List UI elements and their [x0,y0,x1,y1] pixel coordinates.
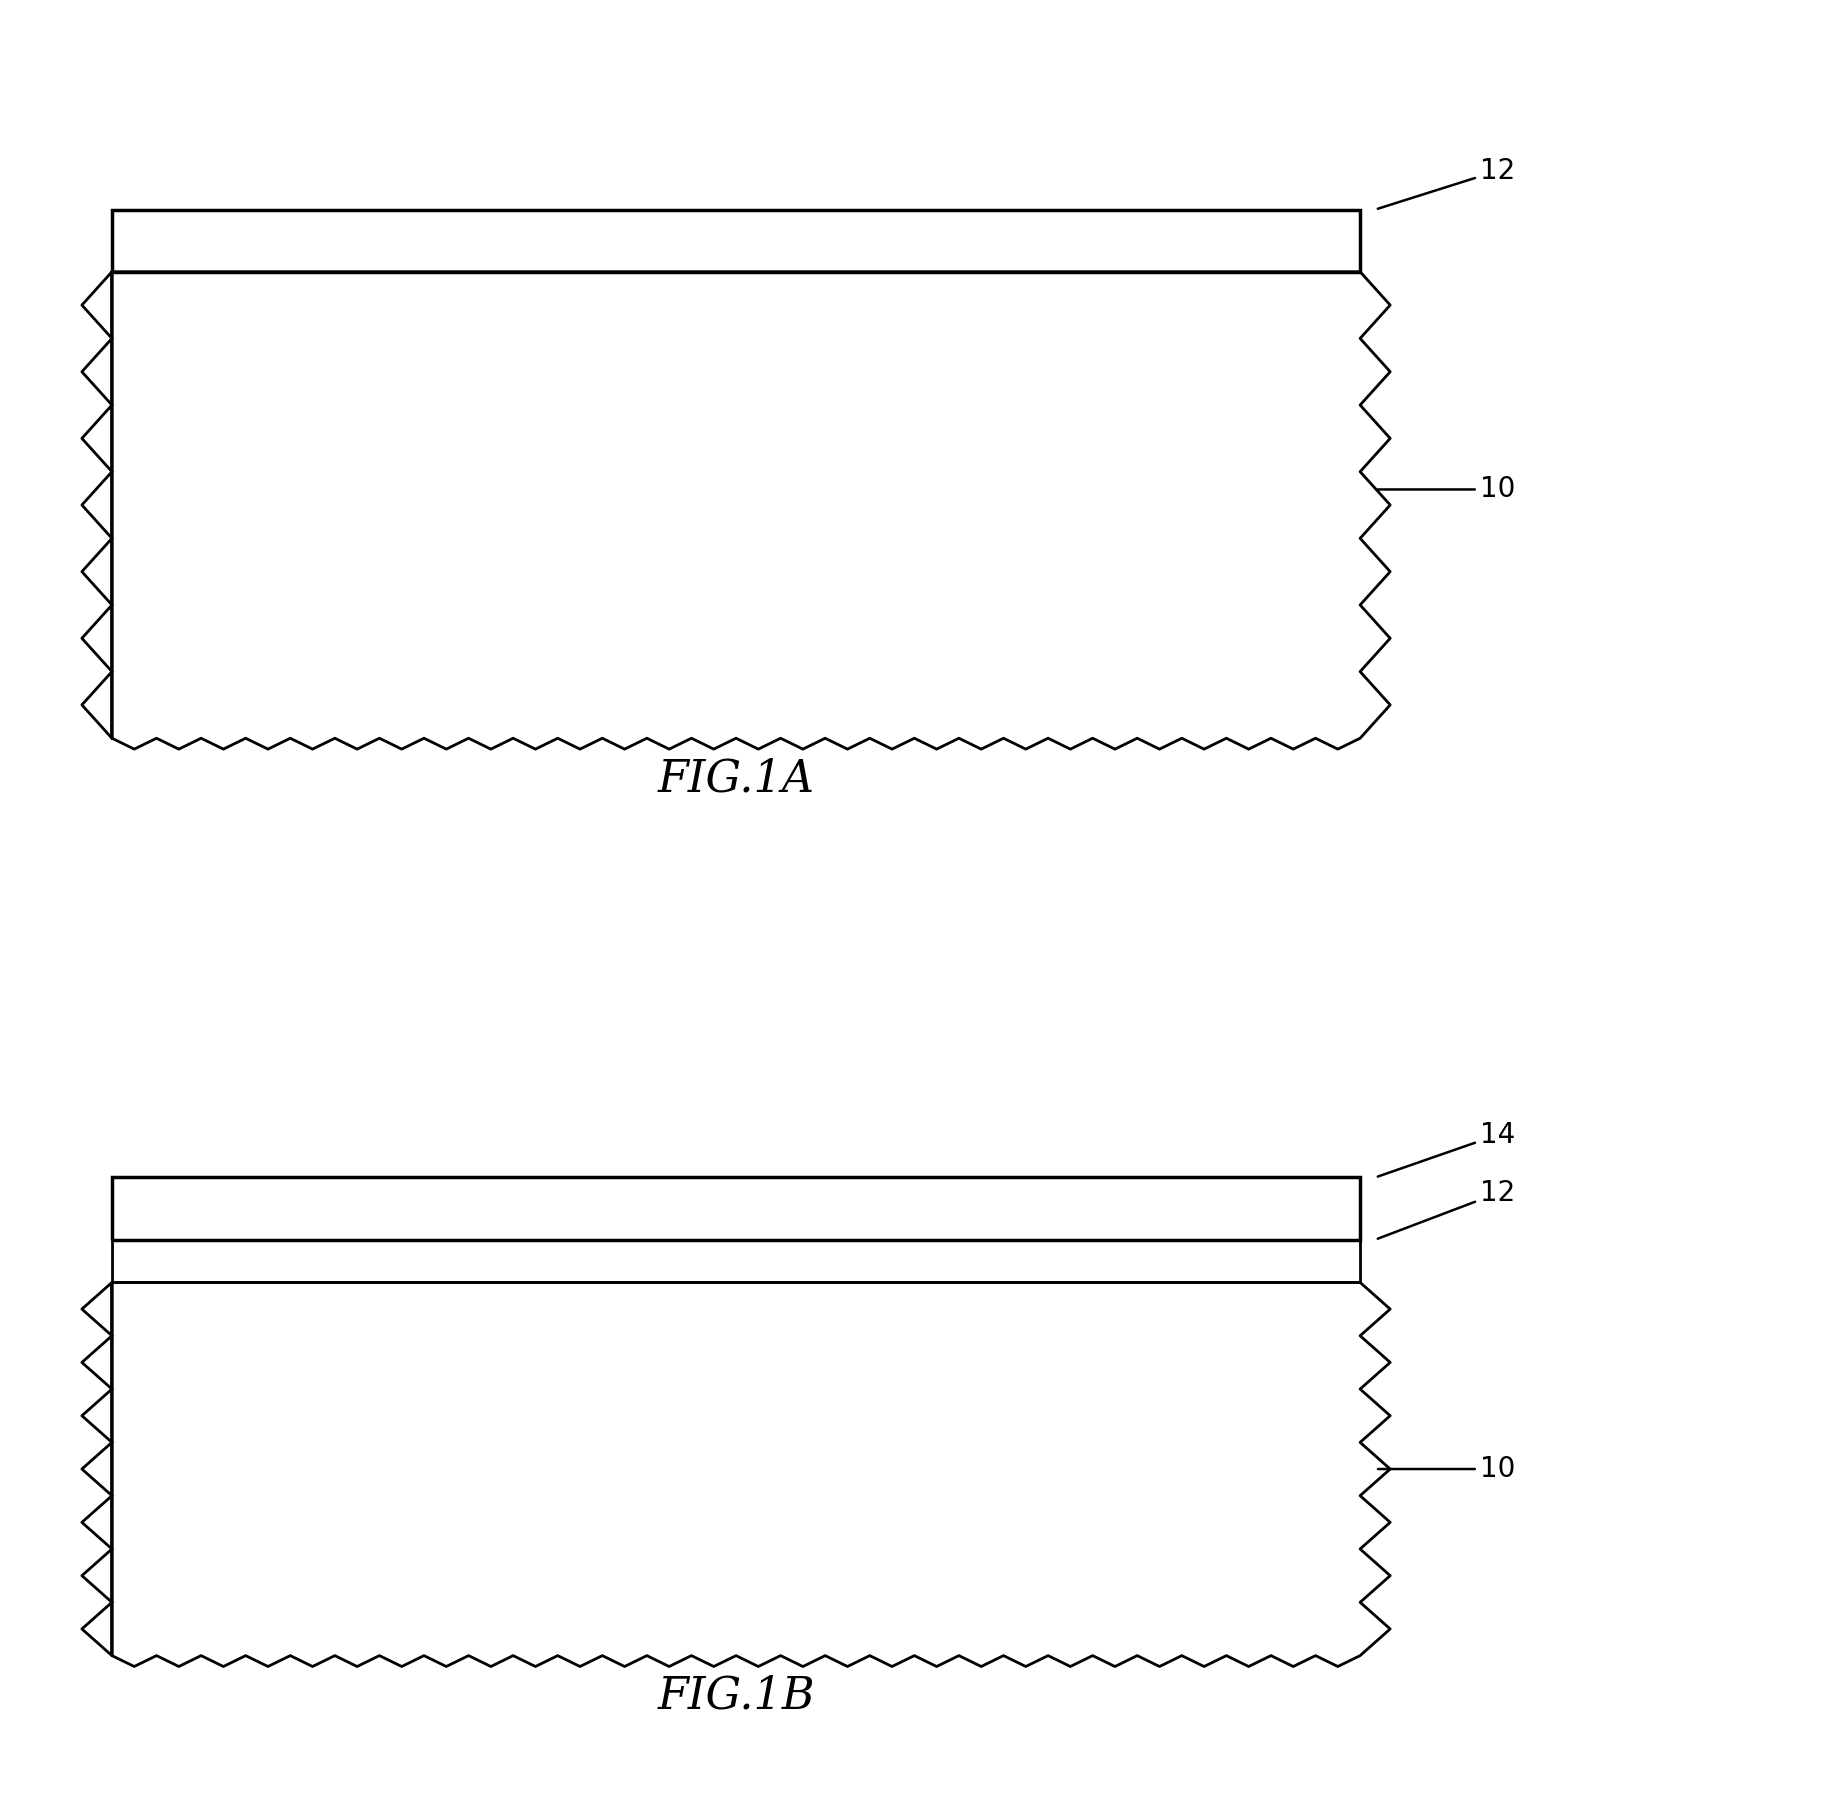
Text: 10: 10 [1378,1455,1516,1484]
Text: 12: 12 [1378,1179,1516,1239]
Text: FIG.1B: FIG.1B [658,1675,814,1718]
Polygon shape [83,1282,1390,1666]
Polygon shape [112,1240,1360,1282]
Polygon shape [83,272,1390,748]
Text: 10: 10 [1378,476,1516,503]
Text: 14: 14 [1378,1121,1516,1177]
Text: 12: 12 [1378,157,1516,209]
Text: FIG.1A: FIG.1A [658,757,814,801]
Polygon shape [112,209,1360,272]
Polygon shape [112,1177,1360,1240]
